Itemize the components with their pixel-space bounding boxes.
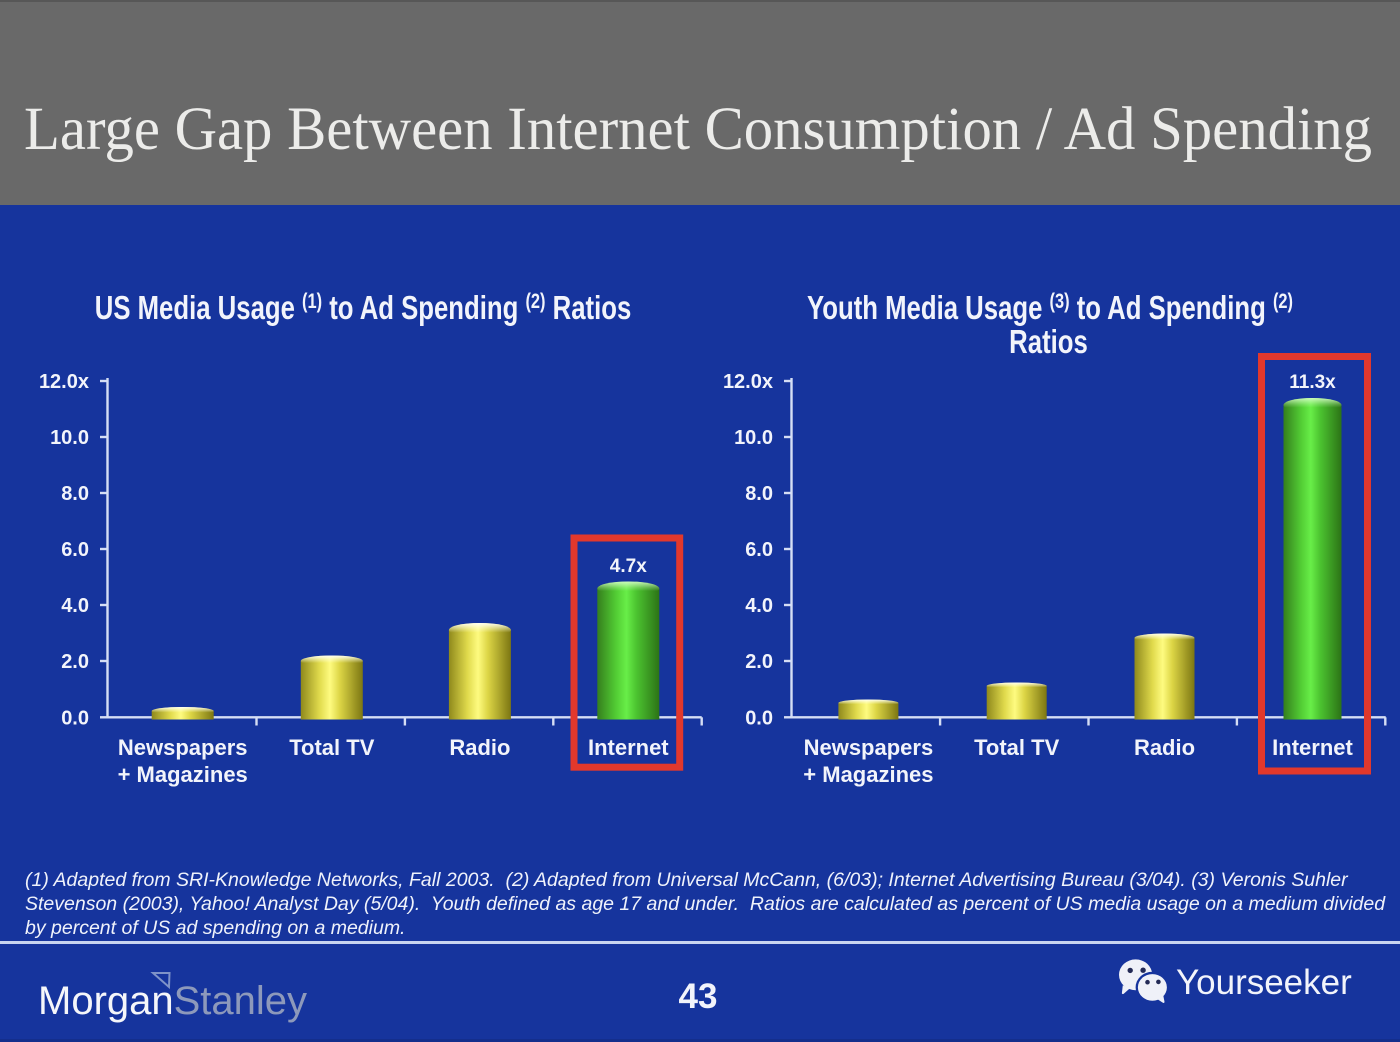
svg-text:Radio: Radio [1134, 735, 1195, 760]
svg-text:0.0: 0.0 [745, 707, 773, 729]
svg-text:Ratios: Ratios [1009, 324, 1088, 361]
svg-text:10.0: 10.0 [734, 427, 773, 449]
svg-text:US Media Usage (1) to Ad Spend: US Media Usage (1) to Ad Spending (2) Ra… [95, 289, 632, 327]
svg-text:4.0: 4.0 [61, 595, 89, 617]
svg-text:8.0: 8.0 [745, 483, 773, 505]
svg-text:11.3x: 11.3x [1289, 372, 1336, 393]
svg-text:Newspapers: Newspapers [118, 735, 248, 760]
svg-text:2.0: 2.0 [745, 651, 773, 673]
svg-text:4.0: 4.0 [745, 595, 773, 617]
svg-text:Youth Media Usage (3) to Ad Sp: Youth Media Usage (3) to Ad Spending (2) [807, 289, 1293, 327]
svg-text:Internet: Internet [588, 735, 669, 760]
svg-text:Radio: Radio [449, 735, 510, 760]
svg-text:6.0: 6.0 [61, 539, 89, 561]
svg-text:4.7x: 4.7x [610, 556, 647, 577]
svg-text:8.0: 8.0 [61, 483, 89, 505]
svg-text:10.0: 10.0 [50, 427, 89, 449]
svg-text:Total TV: Total TV [289, 735, 374, 760]
svg-text:12.0x: 12.0x [39, 371, 89, 393]
svg-text:+ Magazines: + Magazines [803, 762, 933, 787]
svg-text:+ Magazines: + Magazines [118, 762, 248, 787]
svg-text:6.0: 6.0 [745, 539, 773, 561]
svg-text:2.0: 2.0 [61, 651, 89, 673]
svg-text:Newspapers: Newspapers [804, 735, 934, 760]
svg-text:12.0x: 12.0x [723, 371, 773, 393]
svg-text:Internet: Internet [1272, 735, 1353, 760]
svg-text:Total TV: Total TV [974, 735, 1059, 760]
svg-text:0.0: 0.0 [61, 707, 89, 729]
